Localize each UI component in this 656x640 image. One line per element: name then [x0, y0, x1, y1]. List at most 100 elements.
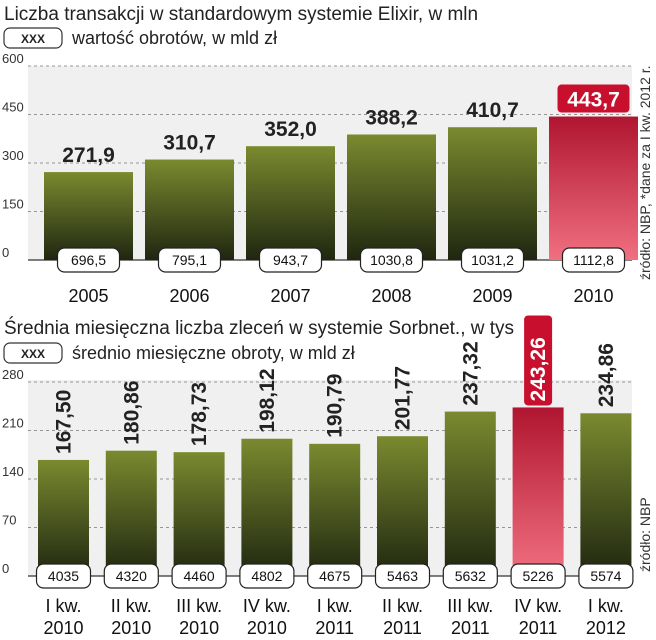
c2-value-label: 180,86: [120, 380, 143, 444]
c1-category-label: 2006: [169, 286, 209, 306]
c1-bar: [246, 146, 335, 260]
c1-y-tick-label: 450: [2, 100, 24, 115]
c1-value-box: [561, 247, 626, 273]
c2-y-tick-label: 0: [2, 561, 9, 576]
c2-value-box: [442, 563, 498, 589]
chart2-legend-box: [3, 342, 63, 364]
c1-value-label: 443,7: [567, 89, 620, 112]
c2-value-box-text: 5632: [455, 568, 486, 584]
c1-y-tick-label: 600: [2, 51, 24, 66]
chart1-legend-box-label: XXX: [21, 32, 45, 46]
c2-category-label: IV kw.: [243, 596, 291, 616]
c1-value-box: [258, 247, 323, 273]
c2-value-box: [510, 563, 566, 589]
chart1-source: źródło: NBP, *dane za I kw. 2012 r.: [637, 65, 653, 280]
c2-category-label: IV kw.: [514, 596, 562, 616]
c2-bar: [377, 436, 428, 576]
c2-category-label: 2011: [315, 618, 354, 638]
chart1-title: Liczba transakcji w standardowym systemi…: [4, 4, 478, 25]
c2-value-label: 243,26: [527, 337, 550, 401]
c1-category-label: 2010: [573, 286, 613, 306]
c2-bar: [105, 450, 157, 576]
c1-category-label: 2005: [68, 286, 108, 306]
chart1-plot: 0 150 300 450 600 271,9 310,7 352,0 388,2 410,7 4…: [2, 51, 638, 306]
c2-value-box: [307, 563, 363, 589]
c2-value-label: 234,86: [595, 343, 618, 407]
c1-y-tick-label: 150: [2, 197, 24, 212]
c1-category-label: 2008: [371, 286, 411, 306]
c1-value-box-text: 1031,2: [471, 252, 514, 268]
c2-value-box-text: 4035: [48, 568, 79, 584]
chart2-legend-text: średnio miesięczne obroty, w mld zł: [72, 343, 355, 363]
c2-value-label: 198,12: [256, 368, 279, 432]
c1-category-label: 2009: [472, 286, 512, 306]
c2-category-label: II kw.: [382, 596, 423, 616]
c2-category-label: II kw.: [111, 596, 152, 616]
c2-value-box-text: 4802: [251, 568, 282, 584]
c2-value-box-text: 4675: [319, 568, 350, 584]
c2-bar-highlight: [512, 407, 564, 576]
c1-y-tick-label: 300: [2, 148, 24, 163]
c1-y-tick-label: 0: [2, 245, 9, 260]
c1-value-box: [359, 247, 424, 273]
c2-category-label: 2010: [179, 618, 219, 638]
c1-value-label: 352,0: [264, 118, 317, 141]
c1-value-box-text: 1112,8: [573, 252, 614, 268]
c2-category-label: I kw.: [588, 596, 624, 616]
c1-value-box-text: 696,5: [71, 252, 106, 268]
c2-category-label: 2010: [43, 618, 83, 638]
c1-bar: [448, 127, 537, 260]
c2-value-label-bg: [524, 315, 553, 406]
c2-category-label: 2010: [111, 618, 151, 638]
chart2-title: Średnia miesięczna liczba zleceń w syste…: [4, 317, 514, 339]
c2-value-label: 237,32: [459, 341, 482, 405]
c2-bar: [309, 443, 361, 576]
chart2-plot: 0 70 140 210 280 167,50 180,86 178,73 198,12 190…: [2, 315, 634, 638]
chart1-legend-text: wartość obrotów, w mld zł: [71, 28, 277, 48]
c2-value-box: [35, 563, 92, 589]
c2-value-label: 167,50: [53, 390, 76, 454]
c1-value-label: 310,7: [163, 132, 216, 155]
c2-value-label: 190,79: [324, 374, 347, 438]
c2-value-label: 201,77: [392, 366, 415, 430]
c2-value-box: [374, 563, 431, 589]
c1-bar: [44, 172, 133, 260]
c2-value-box: [103, 563, 159, 589]
c2-y-tick-label: 210: [2, 416, 24, 431]
c2-value-box-text: 5226: [523, 568, 554, 584]
chart2-legend-box-label: XXX: [21, 347, 45, 361]
c2-value-box-text: 4320: [116, 568, 147, 584]
c2-value-box: [171, 563, 227, 589]
chart2-source: źródło: NBP: [637, 497, 653, 572]
c1-value-box: [56, 247, 121, 273]
c2-category-label: 2011: [383, 618, 422, 638]
c1-value-label: 410,7: [466, 99, 519, 122]
c2-category-label: III kw.: [447, 596, 493, 616]
c2-y-tick-label: 280: [2, 367, 24, 382]
c2-bar: [444, 411, 496, 576]
c2-value-label: 178,73: [188, 382, 211, 446]
c2-y-tick-label: 140: [2, 464, 24, 479]
c1-value-box: [460, 247, 525, 273]
c1-value-box: [157, 247, 222, 273]
c2-value-box: [578, 563, 634, 589]
c2-bar: [241, 438, 293, 576]
c1-value-label-bg: [557, 84, 630, 113]
c2-category-label: I kw.: [317, 596, 353, 616]
c1-value-label: 388,2: [365, 106, 418, 129]
c1-value-box-text: 1030,8: [370, 252, 413, 268]
c2-bar: [580, 413, 632, 576]
c2-value-box-text: 4460: [184, 568, 215, 584]
c1-bar-highlight: [549, 116, 638, 260]
c2-value-box-text: 5463: [387, 568, 418, 584]
c1-value-box-text: 943,7: [273, 252, 308, 268]
c1-value-box-text: 795,1: [172, 252, 207, 268]
c2-category-label: I kw.: [45, 596, 81, 616]
c2-category-label: 2012: [586, 618, 626, 638]
c2-bar: [173, 452, 225, 576]
c1-category-label: 2007: [270, 286, 310, 306]
c2-category-label: 2011: [519, 618, 558, 638]
c2-bar: [38, 459, 89, 576]
c2-value-box: [239, 563, 295, 589]
